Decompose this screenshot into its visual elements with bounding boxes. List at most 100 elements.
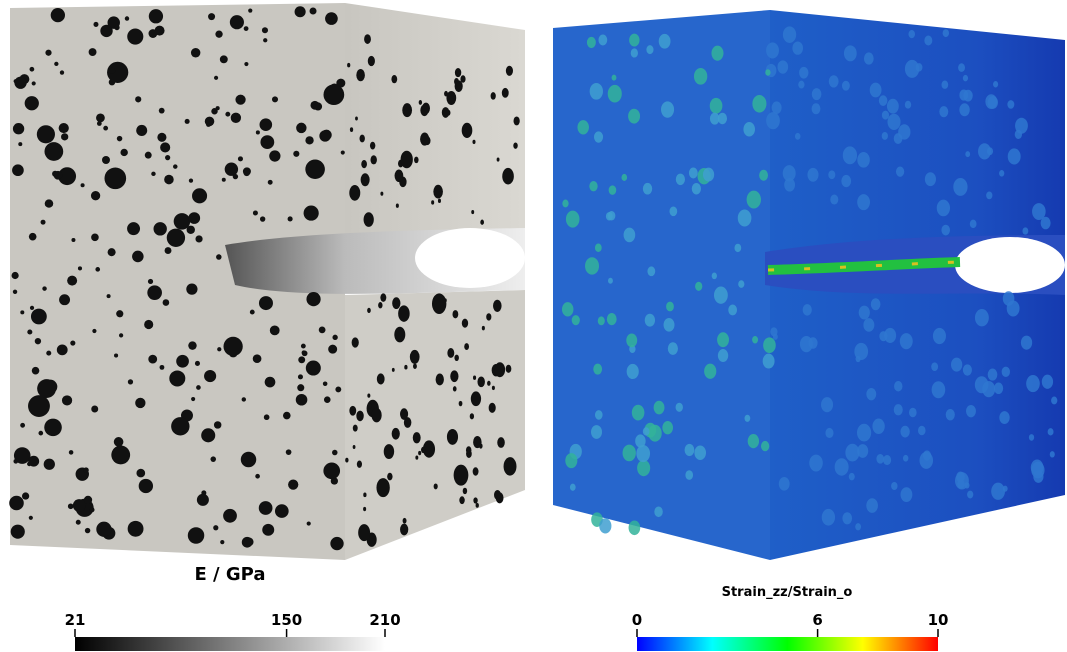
strain-spot [591,425,603,439]
colorbar [637,637,938,651]
strain-spot [792,41,804,55]
strain-spot [887,113,901,131]
inclusion [352,444,356,449]
strain-spot [959,89,969,101]
strain-spot [825,427,834,439]
inclusion [336,78,346,88]
strain-spot [695,281,703,291]
inclusion [335,386,342,393]
strain-spot [642,427,650,436]
inclusion [505,364,512,373]
inclusion [136,124,148,136]
inclusion [345,457,349,463]
inclusion [83,467,89,473]
strain-spot [1007,148,1021,165]
colorbar-tick-label: 150 [271,611,302,629]
inclusion [376,373,385,385]
inclusion [367,55,375,67]
strain-spot [962,364,972,376]
strain-spot [577,120,589,135]
strain-spot [857,152,870,168]
inclusion [114,353,119,358]
inclusion [454,68,462,78]
strain-spot [752,94,767,113]
strain-spot [765,69,771,76]
strain-spot [895,166,905,177]
inclusion [394,169,404,183]
inclusion [305,159,325,180]
notch-hole [415,228,525,288]
colorbar-tick-label: 210 [369,611,400,629]
strain-spot [845,443,860,462]
strain-spot [771,101,782,114]
inclusion [367,393,371,398]
strain-spot [941,224,951,236]
strain-spot [763,337,776,354]
inclusion [190,48,201,58]
inclusion [38,430,44,436]
strain-spot [717,349,729,362]
inclusion [44,418,62,437]
inclusion [412,432,421,444]
inclusion [452,310,459,319]
inclusion [151,171,156,177]
strain-spot [636,444,651,463]
strain-spot [1020,335,1033,350]
inclusion [433,483,438,490]
inclusion [157,132,167,142]
strain-spot [828,170,836,180]
strain-spot [799,66,809,79]
inclusion [111,445,131,465]
strain-spot [794,132,801,140]
strain-spot [593,131,604,143]
inclusion [230,112,242,123]
inclusion [204,116,215,127]
strain-spot [606,312,617,326]
strain-spot [702,167,715,182]
inclusion [473,497,478,504]
inclusion [59,70,65,75]
strain-spot [924,172,936,187]
inclusion [24,96,39,111]
inclusion [29,66,35,72]
strain-spot [571,315,580,326]
inclusion [201,428,216,443]
strain-spot [717,112,728,125]
strain-spot [1051,396,1058,405]
inclusion [31,81,36,86]
strain-spot [798,80,805,89]
strain-spot [999,411,1010,425]
inclusion [400,408,409,420]
inclusion [403,417,412,428]
strain-spot [713,286,728,304]
strain-spot [807,167,819,182]
inclusion [347,62,351,68]
strain-spot [647,266,656,277]
inclusion [413,363,417,369]
inclusion [166,228,186,247]
inclusion [444,90,448,97]
inclusion [376,478,390,498]
strain-spot [878,95,888,106]
inclusion [186,225,195,234]
strain-spot [886,98,899,114]
inclusion [453,464,469,486]
inclusion [409,349,420,364]
inclusion [371,407,382,423]
inclusion [378,302,383,309]
inclusion [213,525,219,531]
strain-spot [734,243,742,253]
inclusion [21,492,30,500]
inclusion [380,293,387,302]
inclusion [395,203,399,208]
inclusion [450,370,459,383]
inclusion [28,232,37,241]
inclusion [380,191,384,196]
strain-spot [987,368,998,381]
inclusion [470,391,482,407]
inclusion [387,472,393,481]
strain-spot [855,523,862,531]
inclusion [461,318,469,328]
inclusion [260,135,275,150]
inclusion [243,26,249,31]
